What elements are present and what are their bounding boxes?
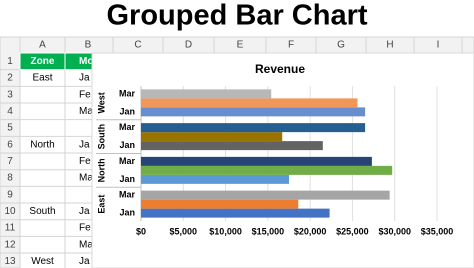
cell-text: Fe [79,156,91,167]
row-header: 8 [7,173,13,184]
row-header: 11 [5,223,16,234]
row-header: 9 [7,189,13,200]
group-label: East [96,195,106,214]
row-header: 4 [7,106,13,117]
y-tick-label: Jan [119,208,135,218]
cell-text: West [31,256,54,267]
row-header-bar [0,36,21,268]
x-tick-label: $20,000 [294,226,327,236]
column-header: G [337,40,345,51]
y-tick-label: Mar [119,156,136,166]
y-tick-label: Mar [119,122,136,132]
row-header: 5 [7,123,13,134]
cell-text: Zone [31,56,55,67]
column-header: H [386,40,393,51]
x-tick-label: $5,000 [170,226,198,236]
column-header: I [437,40,440,51]
y-tick-label: Jan [119,106,135,116]
bar [141,208,330,218]
column-header: E [237,40,244,51]
group-label: South [96,124,106,150]
bar [141,141,323,151]
group-label: North [96,158,106,182]
page-title: Grouped Bar Chart [106,0,367,32]
cell-text: East [32,73,52,84]
bar [141,165,393,175]
cell-text: Ma [79,239,93,250]
y-tick-label: Mar [119,190,136,200]
bar [141,89,272,99]
x-tick-label: $15,000 [252,226,285,236]
row-header: 10 [4,206,16,217]
bar [141,98,358,108]
cell-text: Ja [79,256,90,267]
bar [141,199,299,209]
cell-text: Ja [79,73,90,84]
cell-text: Ma [79,106,93,117]
row-header: 12 [4,239,16,250]
cell-text: Fe [79,223,91,234]
column-header: A [39,40,46,51]
bar [141,190,390,200]
row-header: 13 [4,256,16,267]
column-header: F [288,40,294,51]
chart: $0 $5,000 $10,000 $15,000 $20,000 $25,000 $30,… [96,86,453,236]
cell-text: Fe [79,89,91,100]
x-tick-label: $10,000 [209,226,242,236]
bar [141,174,289,184]
bar [141,123,366,133]
cell-text: Ma [79,173,93,184]
row-header: 7 [7,156,13,167]
row-header: 1 [7,56,13,67]
cell-text: Ja [79,206,90,217]
column-header: B [85,40,92,51]
bar [141,156,372,166]
y-tick-label: Jan [119,140,135,150]
bar [141,132,283,142]
cell-text: North [30,139,54,150]
y-tick-label: Jan [119,174,135,184]
cell-text: South [29,206,55,217]
column-header: C [134,40,141,51]
row-header: 6 [7,139,13,150]
cell-text: Ja [79,139,90,150]
row-header: 2 [7,73,13,84]
x-tick-label: $25,000 [336,226,369,236]
group-label: West [96,92,106,113]
x-tick-label: $0 [136,226,146,236]
x-tick-label: $35,000 [421,226,454,236]
column-header: D [185,40,192,51]
x-tick-label: $30,000 [378,226,411,236]
y-tick-label: Mar [119,88,136,98]
chart-title: Revenue [255,62,305,76]
row-header: 3 [7,89,13,100]
cell-text: Mo [79,56,93,67]
bar [141,107,366,117]
